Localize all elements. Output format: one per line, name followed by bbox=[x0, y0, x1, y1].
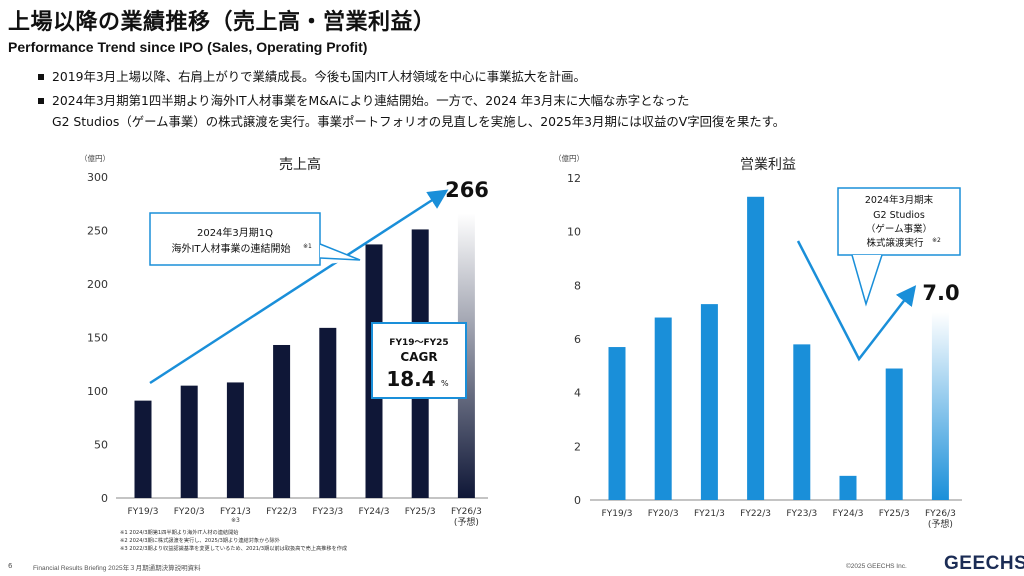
bar-forecast bbox=[931, 312, 949, 500]
bullet-text: 2024年3月期第1四半期より海外IT人材事業をM&Aにより連結開始。一方で、2… bbox=[52, 93, 690, 108]
cagr-value: 18.4 bbox=[386, 367, 435, 391]
sales-x-labels: FY19/3 FY20/3 FY21/3※3 FY22/3 FY23/3 FY24/3 FY… bbox=[128, 507, 482, 528]
x-tick-label: FY21/3 bbox=[694, 509, 725, 519]
y-tick-label: 6 bbox=[574, 333, 581, 346]
profit-bars bbox=[608, 196, 949, 501]
company-logo: GEECHS bbox=[944, 553, 1024, 574]
bar bbox=[226, 382, 244, 498]
y-tick-label: 10 bbox=[567, 226, 581, 239]
sales-callout-note: ※1 bbox=[303, 243, 312, 250]
bar bbox=[273, 344, 291, 498]
profit-callout-line: 株式譲渡実行 bbox=[866, 237, 924, 249]
sales-growth-arrow bbox=[149, 189, 449, 385]
profit-callout-line: （ゲーム事業） bbox=[866, 223, 932, 235]
sales-callout: 2024年3月期1Q 海外IT人材事業の連結開始 ※1 bbox=[149, 212, 361, 266]
y-tick-label: 100 bbox=[87, 385, 108, 398]
bullet-text: 2019年3月上場以降、右肩上がりで業績成長。今後も国内IT人材領域を中心に事業… bbox=[52, 69, 586, 84]
sales-callout-line: 2024年3月期1Q bbox=[197, 226, 273, 239]
y-tick-label: 200 bbox=[87, 278, 108, 291]
profit-callout-line: 2024年3月期末 bbox=[865, 194, 934, 206]
profit-chart-title: 営業利益 bbox=[740, 157, 796, 173]
cagr-box: FY19～FY25 CAGR 18.4 % bbox=[371, 322, 467, 399]
page-number: 6 bbox=[8, 562, 13, 570]
cagr-label: CAGR bbox=[400, 350, 437, 364]
bullet-list: 2019年3月上場以降、右肩上がりで業績成長。今後も国内IT人材領域を中心に事業… bbox=[38, 66, 785, 132]
x-tick-label: FY20/3 bbox=[174, 507, 205, 517]
sales-forecast-label: 266 bbox=[445, 178, 489, 202]
profit-forecast-label: 7.0 bbox=[922, 281, 959, 305]
sales-chart-title: 売上高 bbox=[279, 156, 321, 173]
footnote-item: ※3 2022/3期より収益認識基準を変更しているため、2021/3期以前は取扱… bbox=[120, 546, 348, 552]
x-tick-sublabel: (予想) bbox=[928, 518, 953, 530]
x-tick-label: FY23/3 bbox=[786, 509, 817, 519]
footnotes: ※1 2024/3期第1四半期より海外IT人材の連結開始 ※2 2024/3期に… bbox=[120, 529, 347, 553]
profit-callout-line: G2 Studios bbox=[873, 210, 925, 221]
bullet-text: G2 Studios（ゲーム事業）の株式譲渡を実行。事業ポートフォリオの見直しを… bbox=[52, 114, 786, 129]
profit-callout-note: ※2 bbox=[932, 237, 941, 244]
footer-text: Financial Results Briefing 2025年３月期通期決算説… bbox=[33, 565, 201, 572]
sales-callout-line: 海外IT人材事業の連結開始 bbox=[171, 242, 290, 255]
bar bbox=[885, 368, 903, 500]
bar bbox=[747, 196, 765, 501]
page-title: 上場以降の業績推移（売上高・営業利益） bbox=[8, 10, 436, 35]
x-tick-label: FY26/3 bbox=[925, 509, 956, 519]
y-tick-label: 0 bbox=[574, 494, 581, 507]
x-tick-label: FY25/3 bbox=[879, 509, 910, 519]
copyright: ©2025 GEECHS Inc. bbox=[846, 563, 907, 570]
x-tick-label: FY24/3 bbox=[359, 507, 390, 517]
y-tick-label: 150 bbox=[87, 332, 108, 345]
bar bbox=[654, 317, 672, 500]
y-tick-label: 300 bbox=[87, 171, 108, 184]
x-tick-label: FY26/3 bbox=[451, 507, 482, 517]
x-tick-label: FY22/3 bbox=[266, 507, 297, 517]
profit-x-labels: FY19/3 FY20/3 FY21/3 FY22/3 FY23/3 FY24/3 FY25… bbox=[602, 509, 956, 530]
x-tick-sublabel: (予想) bbox=[454, 516, 479, 528]
x-tick-label: FY19/3 bbox=[602, 509, 633, 519]
x-tick-label: FY23/3 bbox=[312, 507, 343, 517]
footnote-item: ※1 2024/3期第1四半期より海外IT人材の連結開始 bbox=[120, 530, 239, 536]
bullet-item: 2024年3月期第1四半期より海外IT人材事業をM&Aにより連結開始。一方で、2… bbox=[38, 90, 785, 132]
y-tick-label: 50 bbox=[94, 439, 108, 452]
y-tick-label: 250 bbox=[87, 225, 108, 238]
sales-unit-label: （億円） bbox=[80, 153, 110, 163]
bullet-item: 2019年3月上場以降、右肩上がりで業績成長。今後も国内IT人材領域を中心に事業… bbox=[38, 66, 785, 87]
bar bbox=[319, 327, 337, 498]
cagr-unit: % bbox=[441, 379, 449, 388]
y-tick-label: 0 bbox=[101, 492, 108, 505]
x-tick-label: FY21/3 bbox=[220, 507, 251, 517]
y-tick-label: 2 bbox=[574, 440, 581, 453]
footnote-item: ※2 2024/3期に株式譲渡を実行し、2025/3期より連結対象から除外 bbox=[120, 538, 280, 544]
bar bbox=[180, 385, 198, 498]
bullet-square-icon bbox=[38, 98, 44, 104]
y-tick-label: 12 bbox=[567, 172, 581, 185]
x-tick-label: FY20/3 bbox=[648, 509, 679, 519]
bar bbox=[700, 304, 718, 500]
x-tick-label: FY24/3 bbox=[833, 509, 864, 519]
bullet-square-icon bbox=[38, 74, 44, 80]
y-tick-label: 4 bbox=[574, 387, 581, 400]
profit-callout: 2024年3月期末 G2 Studios （ゲーム事業） 株式譲渡実行 ※2 bbox=[837, 187, 961, 307]
x-tick-sublabel: ※3 bbox=[231, 517, 240, 524]
bar bbox=[793, 344, 811, 500]
cagr-period: FY19～FY25 bbox=[389, 338, 448, 348]
bar bbox=[608, 347, 626, 500]
bar bbox=[839, 475, 857, 500]
page-subtitle: Performance Trend since IPO (Sales, Oper… bbox=[8, 39, 368, 55]
y-tick-label: 8 bbox=[574, 279, 581, 292]
profit-unit-label: （億円） bbox=[554, 153, 584, 163]
x-tick-label: FY25/3 bbox=[405, 507, 436, 517]
bar bbox=[134, 400, 152, 498]
profit-v-recovery-arrow bbox=[796, 240, 917, 362]
x-tick-label: FY22/3 bbox=[740, 509, 771, 519]
x-tick-label: FY19/3 bbox=[128, 507, 159, 517]
